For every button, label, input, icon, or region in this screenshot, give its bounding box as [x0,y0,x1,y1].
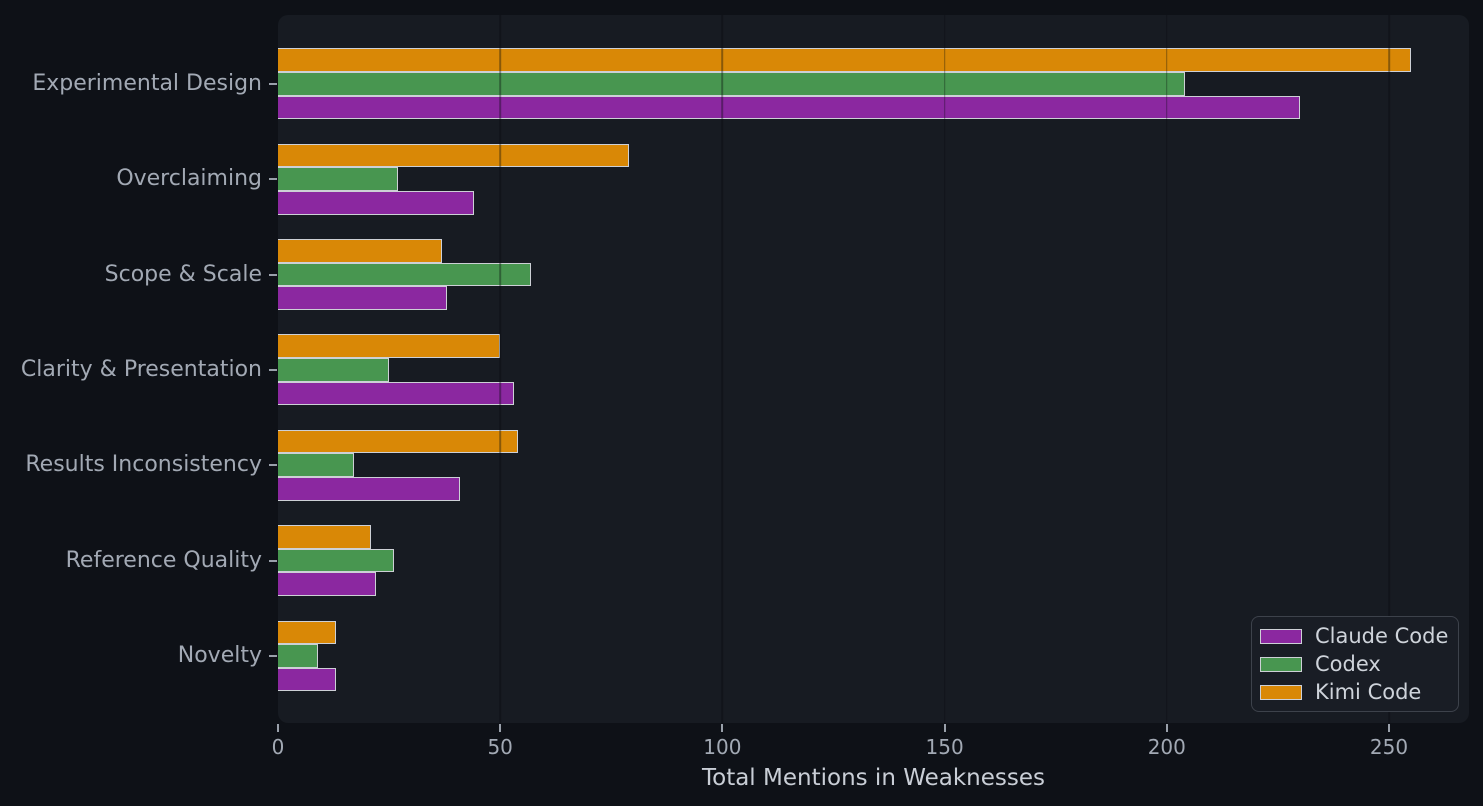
legend-swatch-codex [1260,656,1302,672]
bar-kimi-code-scope-scale [278,239,443,263]
x-tick-mark-200 [1165,724,1168,732]
x-tick-mark-150 [943,724,946,732]
legend-label-claude-code: Claude Code [1315,624,1449,648]
legend-label-codex: Codex [1315,652,1381,676]
y-tick-mark [269,559,277,562]
category-label-overclaiming: Overclaiming [116,166,262,192]
bar-kimi-code-experimental-design [278,48,1412,72]
x-tick-mark-100 [721,724,724,732]
bar-claude-code-clarity-presentation [278,381,514,406]
x-tick-mark-0 [277,724,279,732]
category-label-results-inconsistency: Results Inconsistency [25,452,262,478]
y-tick-mark [269,655,277,658]
y-tick-mark [269,464,277,467]
legend-item-kimi-code: Kimi Code [1260,680,1450,704]
x-tick-label-100: 100 [703,735,742,759]
legend-item-claude-code: Claude Code [1260,624,1450,648]
bar-group-reference-quality [278,525,1469,597]
y-tick-mark [269,368,277,371]
bar-codex-reference-quality [278,548,394,573]
x-tick-mark-250 [1388,724,1390,732]
category-label-scope-scale: Scope & Scale [104,261,262,287]
bar-kimi-code-reference-quality [278,525,372,549]
legend-swatch-kimi-code [1260,684,1302,700]
x-tick-label-250: 250 [1369,735,1409,759]
category-label-experimental-design: Experimental Design [32,70,262,96]
bar-claude-code-novelty [278,667,336,692]
bar-group-clarity-presentation [278,334,1469,406]
bar-codex-overclaiming [278,167,398,191]
x-tick-label-150: 150 [925,735,964,759]
x-tick-mark-50 [499,724,502,732]
legend-label-kimi-code: Kimi Code [1315,680,1422,704]
bar-codex-scope-scale [278,262,532,287]
bar-codex-novelty [278,644,318,668]
bar-claude-code-results-inconsistency [278,477,461,501]
x-tick-label-0: 0 [271,735,285,759]
bar-group-experimental-design [278,48,1469,120]
bar-claude-code-scope-scale [278,286,447,311]
bar-claude-code-reference-quality [278,572,376,597]
bar-codex-clarity-presentation [278,358,390,382]
bar-group-results-inconsistency [278,429,1469,501]
y-tick-mark [269,82,277,85]
plot-area: Claude Code Codex Kimi Code [278,15,1469,723]
category-label-clarity-presentation: Clarity & Presentation [20,356,262,382]
category-label-novelty: Novelty [177,643,262,669]
bar-group-scope-scale [278,239,1469,311]
bar-kimi-code-novelty [278,620,336,645]
bar-kimi-code-results-inconsistency [278,429,518,454]
x-tick-label-50: 50 [487,735,513,759]
y-tick-mark [269,178,277,181]
category-label-reference-quality: Reference Quality [65,547,262,573]
bar-group-novelty [278,620,1469,692]
legend-item-codex: Codex [1260,652,1450,676]
bar-kimi-code-overclaiming [278,143,630,168]
y-tick-mark [269,273,277,276]
bar-claude-code-overclaiming [278,190,474,215]
bar-codex-experimental-design [278,71,1185,96]
x-axis-title: Total Mentions in Weaknesses [701,765,1045,791]
x-tick-label-200: 200 [1147,735,1186,759]
bar-codex-results-inconsistency [278,453,354,478]
bar-group-overclaiming [278,143,1469,215]
bars-layer [278,15,1469,723]
legend-swatch-claude-code [1260,628,1302,644]
legend: Claude Code Codex Kimi Code [1251,616,1459,712]
bar-kimi-code-clarity-presentation [278,334,501,359]
bar-claude-code-experimental-design [278,95,1301,120]
